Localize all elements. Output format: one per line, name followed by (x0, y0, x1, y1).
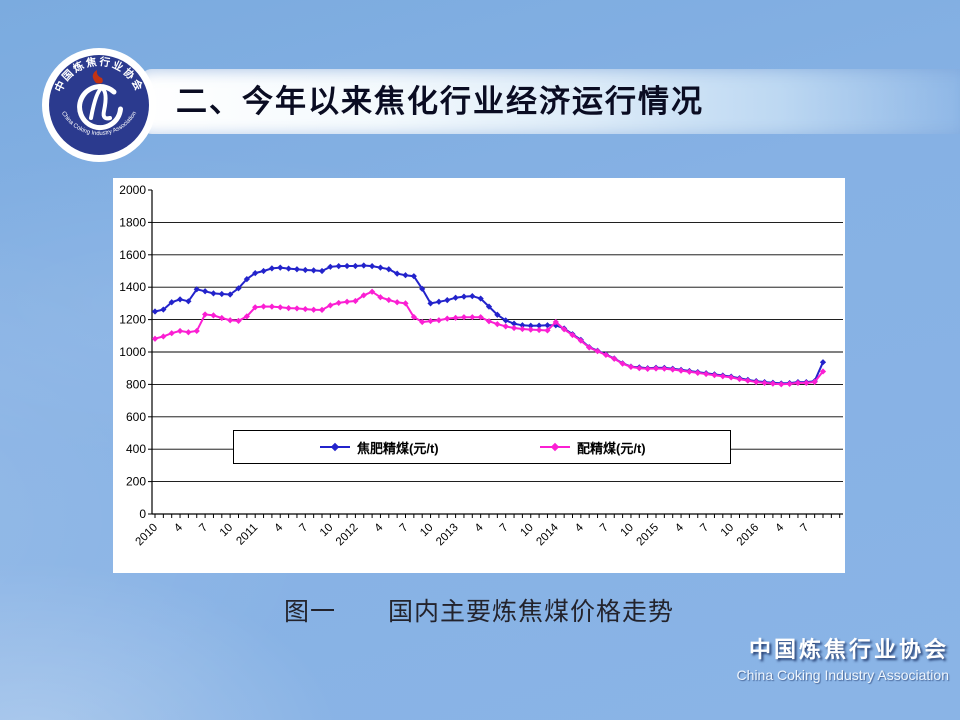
association-logo-icon: 中国炼焦行业协会 China Coking Industry Associati… (42, 48, 156, 162)
svg-text:800: 800 (126, 377, 146, 391)
logo-flame-icon (92, 70, 103, 84)
svg-text:2014: 2014 (534, 521, 561, 548)
diamond-marker-icon (550, 442, 560, 452)
svg-text:1400: 1400 (119, 280, 146, 294)
chart-panel: 0 200 400 600 800 1000 1200 1400 1600 1800 2000 201… (113, 178, 845, 573)
svg-text:4: 4 (473, 521, 486, 534)
svg-text:2000: 2000 (119, 183, 146, 197)
svg-text:10: 10 (218, 522, 236, 540)
svg-text:4: 4 (373, 521, 386, 534)
svg-text:4: 4 (673, 521, 686, 534)
svg-text:600: 600 (126, 410, 146, 424)
svg-text:10: 10 (418, 522, 436, 540)
svg-text:10: 10 (518, 522, 536, 540)
page-title: 二、今年以来焦化行业经济运行情况 (176, 84, 704, 119)
svg-text:4: 4 (573, 521, 586, 534)
figure-caption: 图一 国内主要炼焦煤价格走势 (283, 599, 674, 626)
svg-text:400: 400 (126, 442, 146, 456)
svg-text:10: 10 (318, 522, 336, 540)
logo-inner-disc (49, 55, 149, 155)
svg-text:7: 7 (498, 522, 511, 535)
title-bar: 二、今年以来焦化行业经济运行情况 (140, 69, 960, 134)
svg-text:4: 4 (172, 521, 185, 534)
svg-text:2011: 2011 (234, 522, 260, 548)
svg-text:7: 7 (798, 522, 811, 535)
svg-text:200: 200 (126, 475, 146, 489)
chart-legend: 焦肥精煤(元/t) 配精煤(元/t) (233, 430, 731, 464)
svg-text:2010: 2010 (134, 522, 161, 549)
diamond-marker-icon (330, 442, 340, 452)
svg-text:4: 4 (272, 521, 285, 534)
svg-text:2015: 2015 (635, 522, 662, 549)
footer-brand-en: China Coking Industry Association (736, 667, 949, 683)
svg-text:2013: 2013 (434, 522, 461, 549)
svg-text:7: 7 (698, 522, 711, 535)
svg-text:1000: 1000 (119, 345, 146, 359)
svg-text:1600: 1600 (119, 248, 146, 262)
legend-entry-peijing: 配精煤(元/t) (540, 431, 646, 463)
series-line-sample-pink (540, 442, 570, 452)
svg-text:1200: 1200 (119, 313, 146, 327)
svg-text:7: 7 (598, 522, 611, 535)
svg-text:7: 7 (297, 522, 310, 535)
svg-text:0: 0 (139, 507, 146, 521)
footer-brand: 中国炼焦行业协会 China Coking Industry Associati… (737, 632, 949, 683)
series-line-sample-blue (320, 442, 350, 452)
svg-text:10: 10 (619, 522, 637, 540)
legend-label: 焦肥精煤(元/t) (357, 440, 439, 456)
logo-emblem-icon (77, 70, 123, 131)
price-chart-svg: 0 200 400 600 800 1000 1200 1400 1600 1800 2000 201… (119, 183, 843, 549)
svg-text:4: 4 (773, 521, 786, 534)
svg-text:1800: 1800 (119, 215, 146, 229)
svg-text:10: 10 (719, 522, 737, 540)
svg-text:2012: 2012 (334, 522, 361, 549)
svg-text:7: 7 (197, 522, 210, 535)
svg-text:2016: 2016 (735, 522, 762, 549)
association-logo: 中国炼焦行业协会 China Coking Industry Associati… (41, 47, 157, 163)
footer-brand-cn: 中国炼焦行业协会 (748, 637, 949, 662)
svg-text:7: 7 (398, 522, 411, 535)
legend-label: 配精煤(元/t) (577, 440, 646, 456)
legend-entry-jiaofei: 焦肥精煤(元/t) (320, 431, 439, 463)
